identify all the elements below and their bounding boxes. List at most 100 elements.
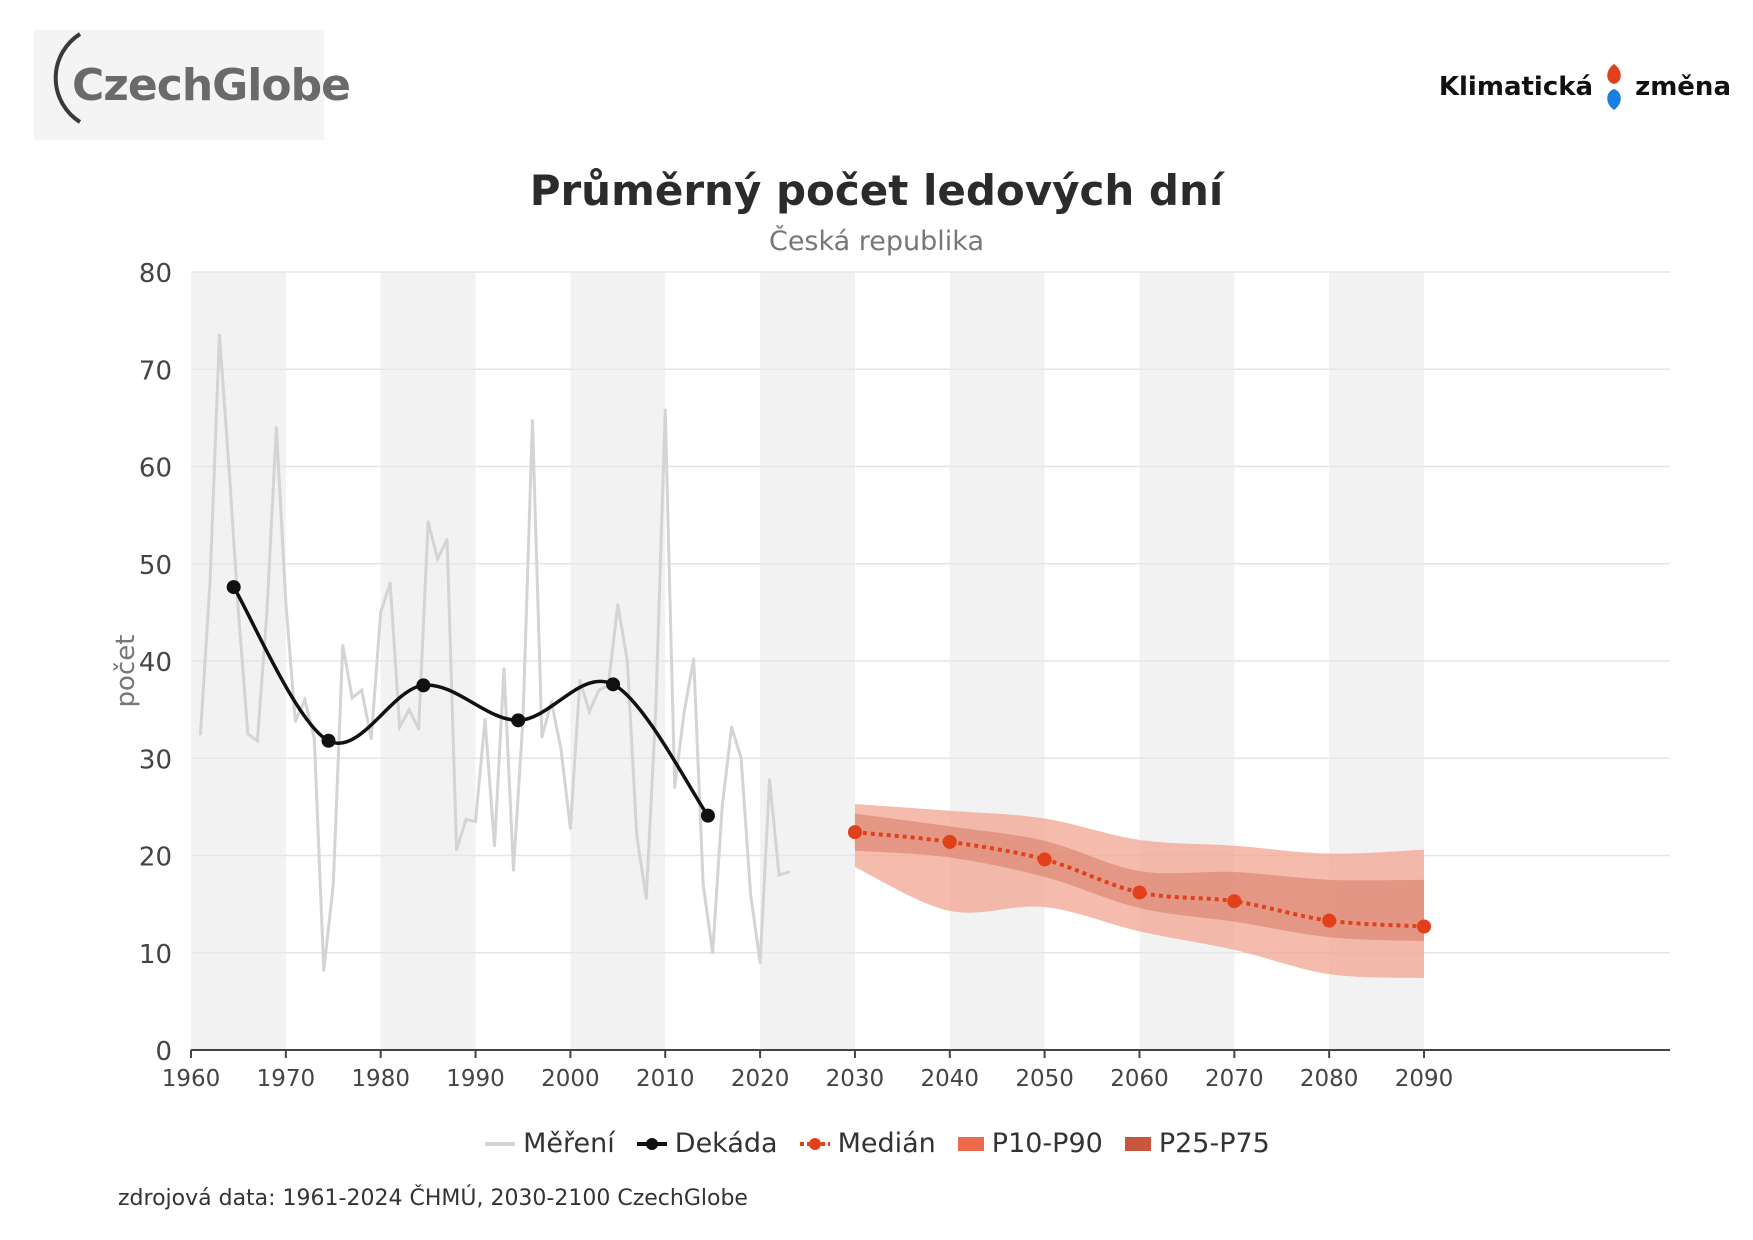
- y-tick-label: 10: [139, 940, 172, 970]
- mereni-point: [758, 960, 762, 964]
- mereni-point: [730, 725, 734, 729]
- logo-right-text-a: Klimatická: [1438, 72, 1594, 102]
- x-tick-label: 1980: [351, 1066, 410, 1092]
- mereni-point: [322, 968, 326, 972]
- legend-label-p25p75: P25-P75: [1158, 1128, 1270, 1159]
- x-tick-label: 1960: [162, 1066, 221, 1092]
- series-mereni-line: [198, 335, 789, 971]
- mereni-point: [749, 892, 753, 896]
- legend: Měření Dekáda Medián P10-P90 P25-P75: [0, 1128, 1753, 1159]
- mereni-point: [445, 537, 449, 541]
- mereni-point: [208, 581, 212, 585]
- mereni-point: [777, 873, 781, 877]
- mereni-point: [540, 735, 544, 739]
- mereni-point: [398, 725, 402, 729]
- mereni-point: [417, 727, 421, 731]
- x-tick-label: 2000: [541, 1066, 600, 1092]
- mereni-point: [673, 785, 677, 789]
- median-point: [1417, 919, 1432, 934]
- czechglobe-logo: CzechGlobe: [34, 30, 351, 140]
- median-point: [1322, 913, 1337, 928]
- series-dekada-line: [232, 586, 710, 817]
- y-tick-label: 70: [139, 356, 172, 386]
- mereni-point: [635, 834, 639, 838]
- mereni-point: [369, 737, 373, 741]
- legend-label-p10p90: P10-P90: [991, 1128, 1103, 1159]
- y-tick-label: 80: [139, 259, 172, 289]
- mereni-point: [407, 708, 411, 712]
- x-tick-label: 2070: [1205, 1066, 1264, 1092]
- x-tick-label: 2060: [1110, 1066, 1169, 1092]
- dekada-point: [606, 677, 621, 692]
- y-tick-label: 20: [139, 843, 172, 873]
- legend-label-dekada: Dekáda: [674, 1128, 778, 1159]
- mereni-point: [464, 818, 468, 822]
- mereni-point: [493, 844, 497, 848]
- y-tick-label: 30: [139, 745, 172, 775]
- mereni-point: [625, 659, 629, 663]
- mereni-point: [474, 819, 478, 823]
- data-source-note: zdrojová data: 1961-2024 ČHMÚ, 2030-2100…: [118, 1186, 748, 1211]
- dekada-point: [511, 713, 526, 728]
- mereni-point: [739, 756, 743, 760]
- x-tick-label: 2020: [731, 1066, 790, 1092]
- mereni-point: [426, 520, 430, 524]
- mereni-point: [701, 883, 705, 887]
- mereni-point: [502, 667, 506, 671]
- mereni-point: [293, 719, 297, 723]
- x-tick-label: 2040: [921, 1066, 980, 1092]
- median-point: [1132, 885, 1147, 900]
- mereni-point: [455, 848, 459, 852]
- x-tick-label: 2080: [1300, 1066, 1359, 1092]
- mereni-point: [341, 643, 345, 647]
- legend-item-p10p90[interactable]: P10-P90: [956, 1128, 1103, 1159]
- mereni-point: [236, 610, 240, 614]
- legend-item-mereni[interactable]: Měření: [483, 1128, 615, 1159]
- dekada-point: [416, 678, 431, 693]
- legend-item-median[interactable]: Medián: [798, 1128, 936, 1159]
- x-tick-label: 2090: [1395, 1066, 1454, 1092]
- mereni-point: [768, 778, 772, 782]
- mereni-point: [587, 710, 591, 714]
- median-point: [942, 834, 957, 849]
- x-tick-label: 2010: [636, 1066, 695, 1092]
- mereni-point: [597, 688, 601, 692]
- mereni-point: [331, 883, 335, 887]
- x-tick-label: 2050: [1015, 1066, 1074, 1092]
- mereni-point: [483, 717, 487, 721]
- median-point: [1037, 852, 1052, 867]
- legend-item-p25p75[interactable]: P25-P75: [1123, 1128, 1270, 1159]
- y-tick-label: 0: [155, 1037, 172, 1067]
- klimaticka-zmena-logo: Klimatická změna: [1439, 62, 1731, 112]
- mereni-point: [711, 951, 715, 955]
- mereni-point: [616, 603, 620, 607]
- legend-label-mereni: Měření: [523, 1128, 615, 1159]
- mereni-point: [692, 657, 696, 661]
- drops-icon: [1601, 62, 1627, 112]
- logo-left-text: CzechGlobe: [72, 60, 351, 111]
- mereni-point: [654, 708, 658, 712]
- mereni-point: [663, 408, 667, 412]
- y-tick-label: 40: [139, 648, 172, 678]
- mereni-point: [303, 698, 307, 702]
- mereni-point: [198, 732, 202, 736]
- x-tick-label: 2030: [826, 1066, 885, 1092]
- mereni-point: [360, 688, 364, 692]
- mereni-point: [312, 737, 316, 741]
- median-point: [847, 825, 862, 840]
- mereni-point: [644, 896, 648, 900]
- legend-item-dekada[interactable]: Dekáda: [635, 1128, 778, 1159]
- mereni-point: [559, 747, 563, 751]
- mereni-point: [787, 870, 791, 874]
- mereni-point: [284, 601, 288, 605]
- mereni-point: [388, 581, 392, 585]
- mereni-point: [511, 868, 515, 872]
- logo-right-text-b: změna: [1635, 72, 1731, 102]
- logo-arc-icon: [53, 32, 82, 124]
- y-axis-label: počet: [111, 635, 141, 708]
- mereni-point: [350, 696, 354, 700]
- median-point: [1227, 894, 1242, 909]
- mereni-point: [720, 805, 724, 809]
- dekada-point: [226, 580, 241, 595]
